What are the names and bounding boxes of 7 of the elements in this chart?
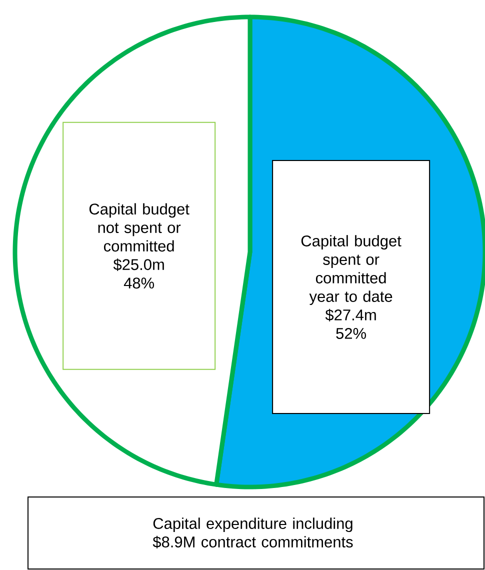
text: 48% xyxy=(124,278,154,289)
text: Capital expenditure including $8.9M contract commitments xyxy=(152,518,353,548)
data-label: $25.0m xyxy=(113,258,164,272)
data-label: $27.4m xyxy=(325,308,376,322)
text: 52% xyxy=(336,328,366,339)
slice-label: Capital budget not spent or committed xyxy=(89,203,190,252)
slice-label: Capital budget spent or committed year to date xyxy=(301,235,402,306)
